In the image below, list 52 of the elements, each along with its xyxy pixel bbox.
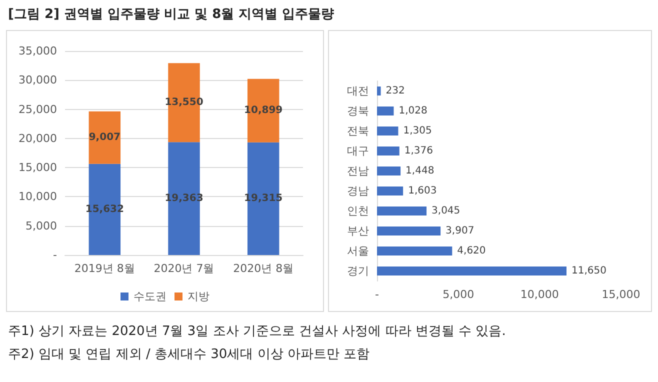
data-label: 3,045 (432, 206, 460, 216)
bar (377, 146, 400, 156)
y-tick-label: 경남 (347, 184, 369, 198)
y-tick-label: 인천 (347, 204, 369, 218)
y-tick-label: 대전 (347, 84, 369, 98)
legend-label: 지방 (188, 290, 210, 303)
y-tick-label: 30,000 (18, 74, 57, 87)
bar (377, 86, 381, 96)
y-tick-label: 전남 (347, 164, 369, 178)
x-tick-label: 2020년 8월 (233, 262, 294, 275)
bar (377, 186, 404, 196)
chart-title: [그림 2] 권역별 입주물량 비교 및 8월 지역별 입주물량 (8, 6, 334, 23)
text: 주1) 상기 자료는 2020년 7월 3일 조사 기준으로 건설사 사정에 따라 변경될 수 있음. (8, 323, 506, 340)
y-tick-label: 20,000 (18, 132, 57, 145)
x-tick-label: 15,000 (602, 288, 640, 301)
x-tick-label: 5,000 (442, 288, 474, 301)
data-label: 1,603 (408, 186, 437, 196)
x-tick-label: 10,000 (520, 288, 559, 301)
data-label: 232 (386, 86, 405, 96)
bar (88, 111, 121, 164)
bar (377, 266, 567, 276)
y-tick-label: 10,000 (18, 190, 57, 204)
bar (377, 106, 394, 116)
x-tick-label: 2019년 8월 (74, 262, 135, 275)
bar (377, 166, 401, 176)
data-label: 9,007 (88, 132, 121, 144)
data-label: 1,376 (404, 146, 434, 156)
y-tick-label: - (53, 248, 58, 262)
x-tick-label: - (375, 288, 380, 301)
bar (377, 126, 398, 136)
bar (377, 226, 441, 236)
text: 주2) 임대 및 연립 제외 / 총세대수 30세대 이상 아파트만 포함 (8, 346, 370, 363)
y-tick-label: 서울 (347, 244, 369, 258)
data-label: 1,448 (406, 166, 434, 176)
y-tick-label: 대구 (347, 144, 369, 158)
y-tick-label: 15,000 (18, 161, 57, 174)
x-tick-label: 2020년 7월 (154, 262, 214, 275)
data-label: 11,650 (572, 266, 607, 276)
y-tick-label: 35,000 (18, 44, 57, 58)
y-tick-label: 전북 (347, 124, 369, 138)
y-tick-label: 경기 (347, 264, 369, 278)
data-label: 3,907 (446, 226, 474, 236)
y-tick-label: 부산 (347, 224, 369, 238)
data-label: 1,028 (398, 106, 428, 116)
bar (377, 206, 427, 216)
y-tick-label: 25,000 (18, 102, 57, 116)
data-label: 4,620 (457, 246, 486, 256)
data-label: 1,305 (403, 126, 432, 136)
y-tick-label: 경북 (347, 104, 369, 118)
legend-label: 수도권 (134, 290, 166, 303)
bar (377, 246, 452, 256)
y-tick-label: 5,000 (26, 219, 57, 232)
